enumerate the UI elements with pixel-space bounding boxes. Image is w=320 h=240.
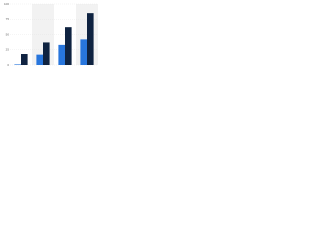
bar <box>21 54 28 65</box>
y-tick-label: 25 <box>6 48 10 52</box>
bar <box>43 42 50 65</box>
chart: 0 25 50 75 100 <box>4 2 98 67</box>
bar <box>87 13 94 65</box>
bar <box>80 39 87 65</box>
bar <box>65 27 72 65</box>
y-tick-label: 50 <box>6 32 10 36</box>
y-tick-label: 75 <box>6 17 10 21</box>
bar <box>58 44 65 65</box>
y-tick-label: 100 <box>4 2 9 6</box>
bar <box>36 54 43 65</box>
bar <box>14 64 21 65</box>
y-tick-label: 0 <box>7 63 9 67</box>
